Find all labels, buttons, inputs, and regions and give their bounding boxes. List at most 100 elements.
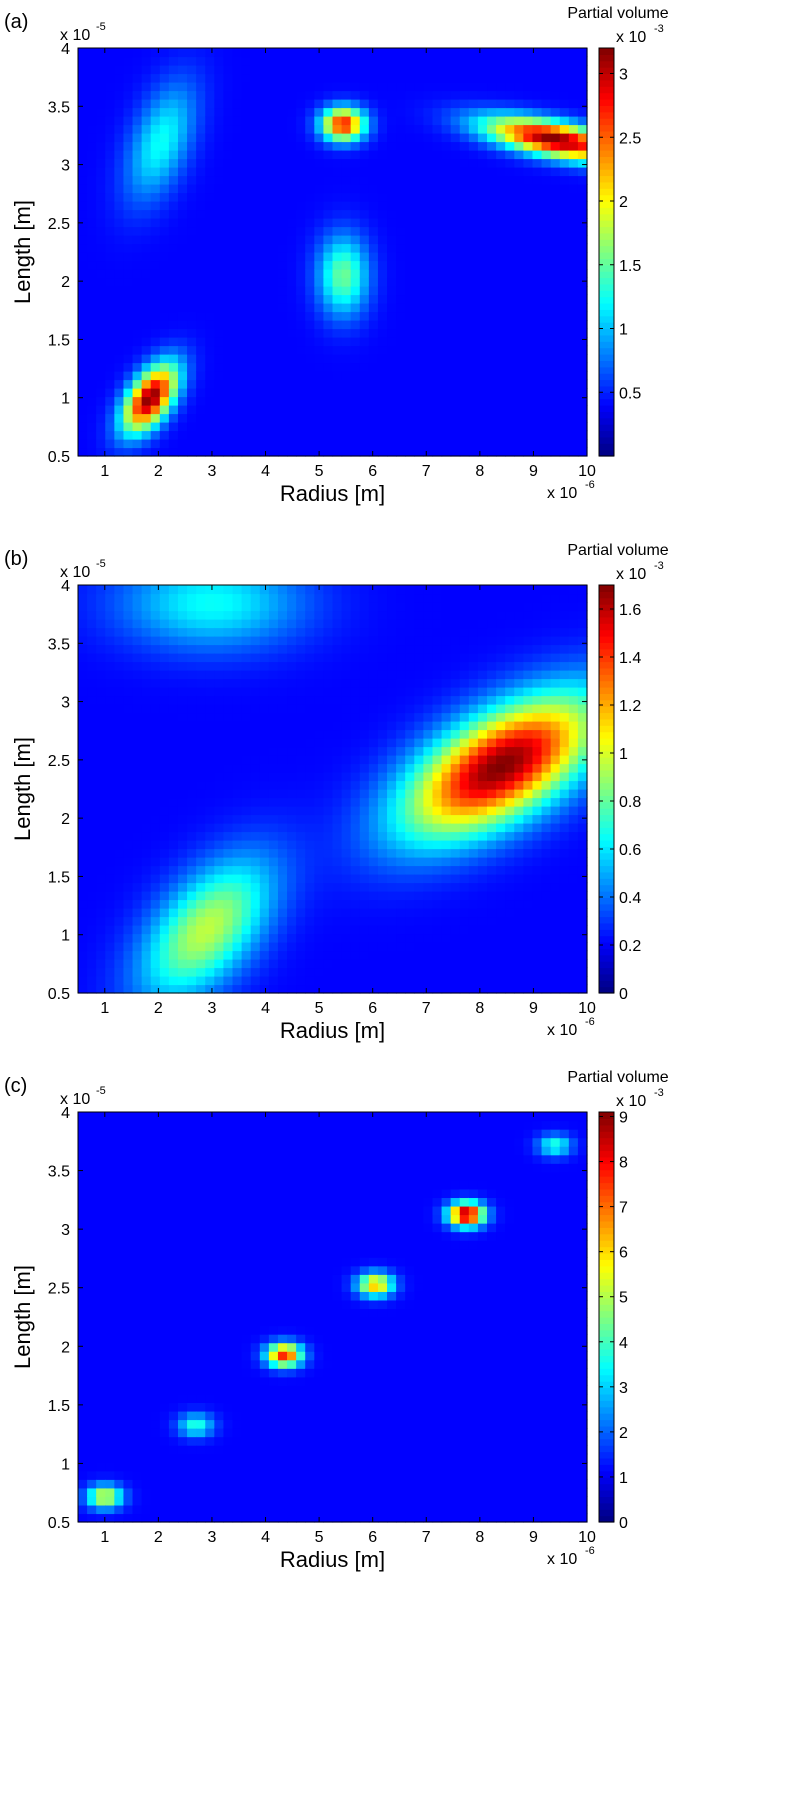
heatmap-cell xyxy=(477,610,488,620)
heatmap-cell xyxy=(268,916,279,926)
heatmap-cell xyxy=(296,337,306,347)
heatmap-cell xyxy=(159,422,170,432)
heatmap-cell xyxy=(459,235,470,245)
heatmap-cell xyxy=(232,925,243,935)
heatmap-cell xyxy=(577,48,588,58)
heatmap-cell xyxy=(368,942,379,952)
heatmap-cell xyxy=(114,695,125,705)
heatmap-cell xyxy=(368,65,379,75)
heatmap-cell xyxy=(159,192,170,202)
heatmap-cell xyxy=(268,882,279,892)
heatmap-cell xyxy=(232,320,243,330)
colorbar-band xyxy=(599,201,614,208)
colorbar-band xyxy=(599,73,614,81)
heatmap-cell xyxy=(423,755,434,765)
heatmap-cell xyxy=(250,780,261,790)
heatmap-cell xyxy=(105,277,115,287)
heatmap-cell xyxy=(350,933,361,943)
heatmap-cell xyxy=(287,99,297,109)
heatmap-cell xyxy=(159,593,170,603)
heatmap-cell xyxy=(250,814,261,824)
heatmap-cell xyxy=(141,235,152,245)
colorbar-band xyxy=(599,169,614,177)
heatmap-cell xyxy=(277,687,288,697)
heatmap-cell xyxy=(78,226,88,236)
heatmap-cell xyxy=(332,158,343,168)
heatmap-cell xyxy=(368,167,379,177)
heatmap-cell xyxy=(177,90,188,100)
heatmap-cell xyxy=(196,678,206,688)
heatmap-cell xyxy=(296,277,306,287)
heatmap-cell xyxy=(96,447,106,457)
heatmap-cell xyxy=(277,925,288,935)
heatmap-cell xyxy=(87,192,97,202)
heatmap-cell xyxy=(450,712,461,722)
heatmap-cell xyxy=(387,116,397,126)
heatmap-cell xyxy=(405,107,415,117)
heatmap-cell xyxy=(377,678,388,688)
heatmap-cell xyxy=(177,644,188,654)
heatmap-cell xyxy=(205,277,215,287)
heatmap-cell xyxy=(468,371,479,381)
heatmap-cell xyxy=(87,806,97,816)
heatmap-cell xyxy=(559,277,570,287)
heatmap-cell xyxy=(441,933,452,943)
heatmap-cell xyxy=(441,311,452,321)
x-tick-label: 5 xyxy=(315,463,324,480)
heatmap-cell xyxy=(314,371,325,381)
heatmap-cell xyxy=(250,260,261,270)
heatmap-cell xyxy=(405,209,415,219)
heatmap-cell xyxy=(250,158,261,168)
heatmap-cell xyxy=(141,755,152,765)
heatmap-cell xyxy=(377,619,388,629)
heatmap-cell xyxy=(87,303,97,313)
heatmap-cell xyxy=(423,976,434,986)
heatmap-cell xyxy=(468,840,479,850)
heatmap-cell xyxy=(114,721,125,731)
heatmap-cell xyxy=(105,354,115,364)
heatmap-cell xyxy=(487,294,497,304)
heatmap-cell xyxy=(241,670,252,680)
heatmap-cell xyxy=(114,687,125,697)
heatmap-cell xyxy=(541,48,552,58)
heatmap-cell xyxy=(577,303,588,313)
heatmap-cell xyxy=(205,670,215,680)
heatmap-cell xyxy=(123,286,134,296)
heatmap-cell xyxy=(187,661,197,671)
heatmap-cell xyxy=(450,610,461,620)
colorbar-band xyxy=(599,48,614,55)
heatmap-cell xyxy=(296,925,306,935)
heatmap-cell xyxy=(187,959,197,969)
heatmap-cell xyxy=(441,201,452,211)
heatmap-cell xyxy=(505,82,515,92)
heatmap-cell xyxy=(459,379,470,389)
heatmap-cell xyxy=(105,721,115,731)
heatmap-cell xyxy=(150,116,161,126)
heatmap-cell xyxy=(223,48,234,58)
heatmap-cell xyxy=(187,116,197,126)
heatmap-cell xyxy=(223,184,234,194)
heatmap-cell xyxy=(432,396,443,406)
heatmap-cell xyxy=(241,48,252,58)
heatmap-cell xyxy=(559,303,570,313)
heatmap-cell xyxy=(350,294,361,304)
heatmap-cell xyxy=(350,704,361,714)
heatmap-cell xyxy=(259,695,270,705)
heatmap-cell xyxy=(96,260,106,270)
heatmap-cell xyxy=(441,755,452,765)
heatmap-cell xyxy=(141,405,152,415)
heatmap-cell xyxy=(423,124,434,134)
heatmap-cell xyxy=(114,959,125,969)
heatmap-cell xyxy=(259,201,270,211)
heatmap-cell xyxy=(114,593,125,603)
heatmap-cell xyxy=(514,405,524,415)
colorbar-band xyxy=(599,194,614,202)
heatmap-cell xyxy=(468,141,479,151)
heatmap-cell xyxy=(423,636,434,646)
heatmap-cell xyxy=(87,942,97,952)
heatmap-cell xyxy=(523,260,534,270)
heatmap-cell xyxy=(450,90,461,100)
heatmap-cell xyxy=(477,678,488,688)
heatmap-cell xyxy=(441,712,452,722)
heatmap-cell xyxy=(196,857,206,867)
